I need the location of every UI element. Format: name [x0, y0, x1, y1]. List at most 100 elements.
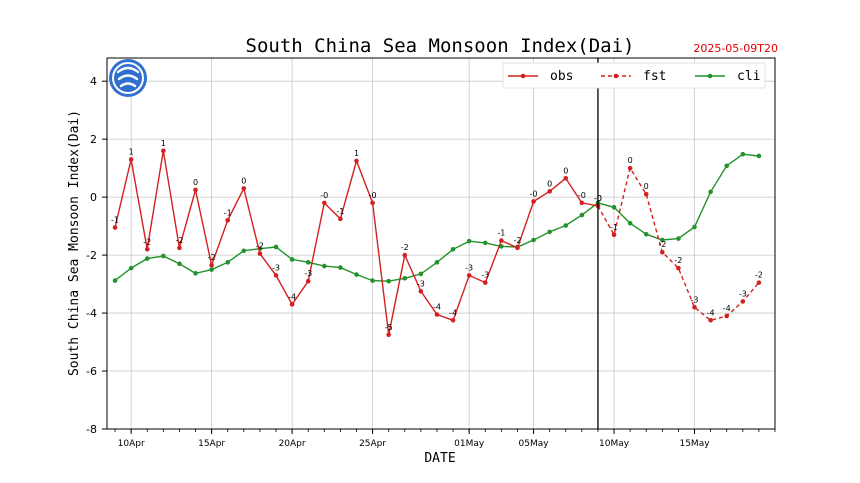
- x-tick-label: 25Apr: [359, 439, 386, 449]
- data-point-obs: [563, 175, 569, 181]
- data-point-cli: [241, 248, 247, 254]
- data-point-cli: [547, 229, 552, 235]
- data-point-cli: [402, 275, 408, 281]
- data-point-cli: [756, 153, 762, 159]
- data-point-fst: [708, 318, 713, 323]
- data-point-cli: [209, 267, 214, 272]
- legend-label-obs: obs: [550, 69, 573, 84]
- data-point-cli: [482, 240, 488, 246]
- data-point-cli: [338, 265, 343, 270]
- data-label-obs: -2: [143, 237, 151, 246]
- data-point-obs: [434, 312, 440, 317]
- data-label-obs: -1: [336, 207, 344, 216]
- legend-label-cli: cli: [737, 69, 760, 84]
- data-label-obs: -2: [208, 253, 216, 262]
- run-timestamp: 2025-05-09T20: [693, 42, 778, 55]
- data-point-obs: [225, 218, 231, 223]
- data-point-fst: [756, 280, 762, 285]
- x-tick-label: 05May: [519, 439, 550, 449]
- x-tick-label: 10Apr: [118, 439, 145, 449]
- x-tick-label: 01May: [454, 439, 485, 449]
- data-label-obs: -1: [497, 229, 505, 238]
- y-tick-label: -2: [86, 249, 97, 262]
- data-label-obs: -4: [433, 303, 441, 312]
- data-point-obs: [305, 278, 311, 284]
- data-point-obs: [547, 189, 552, 194]
- data-point-cli: [386, 278, 391, 284]
- data-label-obs: -3: [481, 271, 489, 280]
- data-point-obs: [450, 318, 456, 323]
- x-tick-label: 15May: [679, 439, 710, 449]
- data-point-cli: [611, 204, 617, 210]
- data-labels: -0 -1 0 0 -2 -2 -3 -4 -4 -3 -2 -1 1 -2 1 -2 0 -2 -1 0 -2 -3 -4…: [111, 139, 763, 332]
- data-label-obs: -3: [272, 263, 280, 272]
- x-axis-label: DATE: [424, 451, 455, 466]
- legend-marker-fst: [613, 73, 619, 79]
- data-point-obs: [289, 302, 295, 307]
- data-point-fst: [724, 313, 730, 319]
- data-point-obs: [370, 200, 375, 206]
- data-point-cli: [531, 237, 536, 243]
- data-point-cli: [627, 220, 633, 226]
- data-point-cli: [128, 265, 134, 271]
- y-tick-label: 0: [90, 191, 97, 204]
- data-point-cli: [305, 260, 311, 265]
- data-point-cli: [370, 278, 375, 283]
- series-line-fst: [597, 166, 760, 322]
- data-point-cli: [418, 271, 424, 277]
- data-point-obs: [257, 251, 263, 256]
- data-label-obs: -3: [465, 263, 473, 272]
- data-point-cli: [144, 256, 150, 261]
- data-point-obs: [466, 273, 472, 278]
- data-point-obs: [499, 238, 504, 243]
- x-axis-ticks: 10Apr 15Apr 20Apr 25Apr 01May 05May 10May 15May: [114, 429, 776, 449]
- data-label-obs: -4: [449, 308, 457, 317]
- data-label-obs: -2: [256, 242, 264, 251]
- gridlines: [107, 58, 775, 430]
- x-tick-label: 20Apr: [279, 439, 306, 449]
- data-label-obs: -0: [369, 191, 377, 200]
- data-label-obs: 0: [193, 178, 198, 187]
- data-point-cli: [466, 238, 472, 244]
- data-label-obs: 0: [563, 166, 568, 175]
- x-tick-label: 15Apr: [198, 439, 225, 449]
- data-label-obs: -2: [513, 236, 521, 245]
- data-point-obs: [531, 199, 536, 204]
- data-label-obs: 0: [241, 176, 246, 185]
- data-label-obs: -0: [530, 189, 538, 198]
- y-tick-label: 4: [90, 75, 97, 88]
- data-label-obs: 1: [354, 149, 359, 158]
- data-label-obs: -5: [385, 323, 393, 332]
- data-label-obs: -4: [288, 292, 296, 301]
- x-tick-label: 10May: [599, 439, 630, 449]
- y-tick-label: 2: [90, 133, 97, 146]
- data-label-obs: -3: [304, 269, 312, 278]
- data-point-obs: [177, 245, 182, 251]
- data-point-fst: [611, 232, 617, 238]
- data-point-cli: [193, 271, 198, 276]
- chart-title: South China Sea Monsoon Index(Dai): [246, 35, 635, 57]
- data-point-obs: [418, 289, 424, 294]
- data-point-obs: [144, 246, 150, 252]
- plot-frame: [106, 57, 776, 430]
- data-point-obs: [515, 245, 520, 251]
- data-point-obs: [112, 225, 118, 230]
- cma-logo-icon: [109, 59, 147, 97]
- data-point-cli: [708, 189, 713, 195]
- data-label-fst: -4: [707, 308, 715, 317]
- data-label-obs: 1: [129, 147, 134, 156]
- data-point-fst: [660, 249, 665, 255]
- legend-label-fst: fst: [643, 69, 666, 84]
- data-point-obs: [482, 280, 488, 285]
- data-point-obs: [579, 200, 585, 206]
- data-label-fst: -4: [723, 304, 731, 313]
- data-point-obs: [241, 186, 247, 191]
- data-point-cli: [643, 231, 649, 237]
- data-label-fst: 0: [644, 182, 649, 191]
- data-point-fst: [740, 299, 746, 304]
- data-label-obs: -2: [401, 243, 409, 252]
- data-point-cli: [354, 272, 359, 277]
- legend-marker-obs: [520, 73, 526, 79]
- y-tick-label: -6: [86, 365, 97, 378]
